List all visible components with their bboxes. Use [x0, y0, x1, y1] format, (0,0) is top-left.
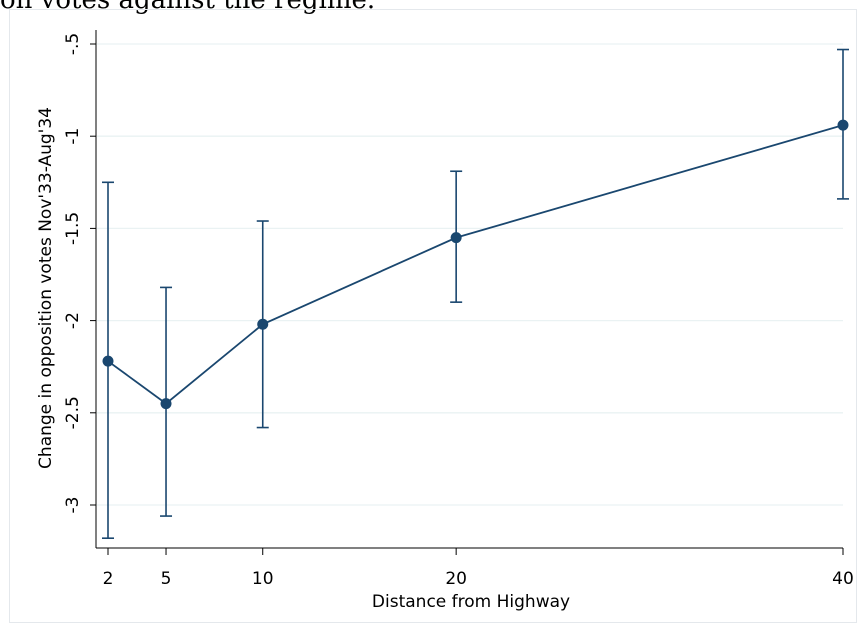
data-point	[837, 119, 849, 131]
y-tick-label: -2.5	[63, 396, 83, 429]
data-point	[257, 318, 269, 330]
x-tick-label: 40	[832, 569, 854, 589]
x-axis: 2 5 10 20 40	[96, 547, 854, 589]
data-point	[160, 398, 172, 410]
plot-frame	[9, 9, 857, 623]
x-tick-label: 10	[252, 569, 274, 589]
data-point	[102, 355, 114, 367]
series-line	[107, 124, 844, 405]
gridlines	[97, 43, 843, 506]
x-tick-label: 2	[103, 569, 114, 589]
top-caption: on votes against the regime.	[0, 0, 376, 15]
series-polyline	[107, 124, 844, 405]
x-axis-title: Distance from Highway	[372, 592, 570, 612]
x-tick-label: 20	[445, 569, 467, 589]
y-tick-label: -2	[63, 312, 83, 329]
y-tick-label: -.5	[63, 33, 83, 55]
y-tick-label: -1.5	[63, 212, 83, 245]
error-bars	[102, 48, 849, 539]
y-axis: -3 -2.5 -2 -1.5 -1 -.5	[63, 30, 97, 548]
x-tick-label: 5	[161, 569, 172, 589]
y-tick-label: -3	[63, 497, 83, 514]
y-axis-title: Change in opposition votes Nov'33-Aug'34	[36, 107, 56, 469]
data-points	[102, 119, 849, 410]
y-tick-label: -1	[63, 128, 83, 145]
data-point	[450, 232, 462, 244]
